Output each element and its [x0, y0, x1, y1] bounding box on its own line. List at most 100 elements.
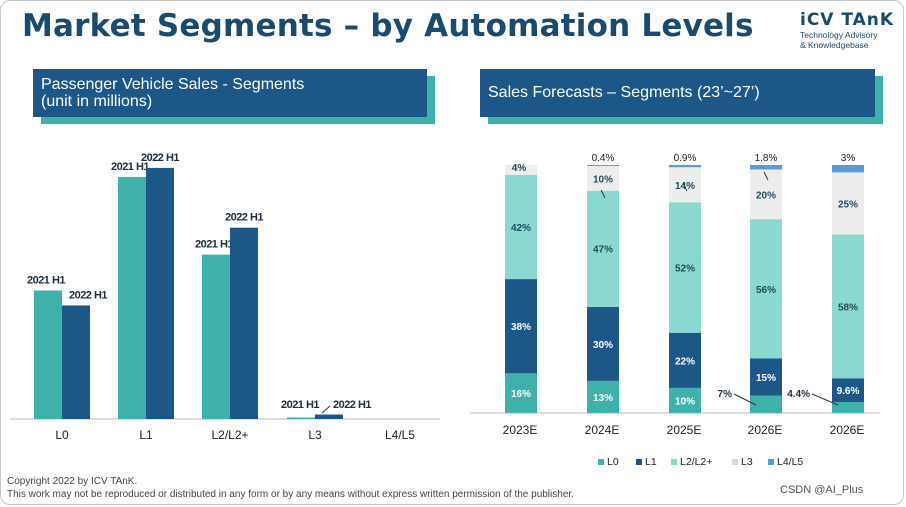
- stack-seg-3-l1: [750, 358, 782, 396]
- stack-label-3-0: 7%: [718, 389, 733, 400]
- legend-label-1: L1: [645, 456, 657, 468]
- left-bar-label-3-0: 2021 H1: [281, 399, 319, 411]
- stack-seg-3-l4l5: [750, 165, 782, 170]
- stack-seg-1-l1: [587, 306, 619, 381]
- left-label-leader: [321, 405, 331, 414]
- left-bar-label-3-1: 2022 H1: [333, 399, 371, 411]
- left-bar-1-1: [146, 167, 174, 419]
- stack-seg-4-l1: [832, 378, 864, 403]
- stack-label-2-2: 52%: [675, 264, 695, 275]
- stack-seg-4-l3: [832, 172, 864, 235]
- stack-label-3-2: 56%: [756, 285, 776, 296]
- stack-leader-4: [811, 393, 839, 406]
- stack-seg-3-l2l2: [750, 219, 782, 359]
- stack-label-4-0: 4.4%: [787, 389, 810, 400]
- legend-swatch-1: [636, 459, 642, 465]
- logo: iCV TAnK Technology Advisory & Knowledge…: [800, 10, 900, 50]
- left-bar-2-0: [202, 254, 230, 419]
- stack-label-0-1: 38%: [511, 322, 531, 333]
- watermark: CSDN @AI_Plus: [780, 484, 864, 496]
- right-category-label-2: 2025E: [667, 423, 702, 437]
- stack-label-4-3: 25%: [838, 199, 858, 210]
- stack-top-leader-2: [763, 171, 769, 181]
- stack-seg-2-l2l2: [669, 202, 701, 333]
- right-category-label-1: 2024E: [585, 423, 620, 437]
- left-bar-label-1-1: 2022 H1: [141, 152, 179, 164]
- left-chart-title: Passenger Vehicle Sales - Segments: [41, 76, 305, 93]
- stack-label-1-4: 0.4%: [592, 153, 615, 164]
- stack-seg-4-l2l2: [832, 234, 864, 379]
- left-chart-subtitle: (unit in millions): [41, 93, 153, 110]
- rights-notice: This work may not be reproduced or distr…: [7, 489, 574, 500]
- stack-seg-1-l2l2: [587, 190, 619, 307]
- stack-label-1-0: 13%: [593, 393, 613, 404]
- logo-tagline-1: Technology Advisory: [800, 30, 878, 40]
- left-bar-3-0: [287, 417, 315, 419]
- left-category-label-0: L0: [55, 428, 69, 442]
- legend-label-2: L2/L2+: [680, 456, 712, 468]
- copyright-text: Copyright 2022 by ICV TAnK.: [7, 476, 138, 487]
- left-bar-0-1: [62, 305, 90, 419]
- stack-label-4-2: 58%: [838, 302, 858, 313]
- stack-seg-0-l0: [505, 373, 537, 413]
- stack-seg-1-l4l5: [587, 165, 619, 166]
- legend-swatch-2: [671, 459, 677, 465]
- legend-label-4: L4/L5: [777, 456, 803, 468]
- stack-label-4-4: 3%: [841, 153, 856, 164]
- right-category-label-0: 2023E: [503, 423, 538, 437]
- stack-seg-0-l1: [505, 279, 537, 374]
- left-bar-label-1-0: 2021 H1: [111, 161, 149, 173]
- legend-swatch-3: [732, 459, 738, 465]
- stack-label-4-1: 9.6%: [837, 386, 860, 397]
- left-category-label-4: L4/L5: [385, 428, 415, 442]
- page-title: Market Segments – by Automation Levels: [22, 8, 754, 44]
- logo-name: iCV TAnK: [800, 10, 895, 30]
- stack-label-2-0: 10%: [675, 396, 695, 407]
- right-chart-title: Sales Forecasts – Segments (23’~27’): [488, 84, 760, 101]
- stack-label-3-1: 15%: [756, 373, 776, 384]
- stack-label-2-4: 0.9%: [674, 153, 697, 164]
- stack-label-1-2: 47%: [593, 245, 613, 256]
- stack-label-0-3: 4%: [512, 163, 527, 174]
- stack-seg-0-l2l2: [505, 174, 537, 280]
- stack-label-3-4: 1.8%: [755, 153, 778, 164]
- stack-seg-2-l3: [669, 167, 701, 203]
- stack-seg-4-l4l5: [832, 165, 864, 173]
- stack-seg-2-l4l5: [669, 165, 701, 168]
- stack-seg-2-l0: [669, 387, 701, 413]
- stack-label-1-1: 30%: [593, 340, 613, 351]
- left-bar-label-2-0: 2021 H1: [195, 239, 233, 251]
- left-category-label-1: L1: [139, 428, 153, 442]
- left-bar-2-1: [230, 227, 258, 419]
- stack-leader-3: [733, 393, 757, 406]
- stack-seg-3-l0: [750, 395, 782, 413]
- stack-label-1-3: 10%: [593, 174, 613, 185]
- stack-label-3-3: 20%: [756, 190, 776, 201]
- stack-seg-4-l0: [832, 402, 864, 413]
- stack-seg-0-l3: [505, 165, 537, 175]
- left-bar-label-0-0: 2021 H1: [27, 274, 65, 286]
- left-chart-banner: Passenger Vehicle Sales - Segments (unit…: [33, 69, 427, 117]
- stack-seg-3-l3: [750, 169, 782, 220]
- left-category-label-3: L3: [308, 428, 322, 442]
- logo-tagline-2: & Knowledgebase: [800, 40, 869, 50]
- stack-top-leader-1: [682, 182, 688, 192]
- stack-top-leader-0: [600, 189, 606, 199]
- stack-seg-1-l0: [587, 380, 619, 413]
- legend-label-3: L3: [741, 456, 753, 468]
- left-bar-label-2-1: 2022 H1: [225, 212, 263, 224]
- right-category-label-4: 2026E: [830, 423, 865, 437]
- legend-swatch-0: [598, 459, 604, 465]
- stack-label-0-0: 16%: [511, 389, 531, 400]
- stack-label-2-1: 22%: [675, 356, 695, 367]
- stack-seg-2-l1: [669, 332, 701, 388]
- left-bar-label-0-1: 2022 H1: [69, 289, 107, 301]
- left-bar-3-1: [315, 414, 343, 419]
- left-bar-0-0: [34, 290, 62, 419]
- legend-label-0: L0: [607, 456, 619, 468]
- right-chart-banner: Sales Forecasts – Segments (23’~27’): [480, 69, 875, 117]
- stack-seg-1-l3: [587, 165, 619, 191]
- left-category-label-2: L2/L2+: [211, 428, 248, 442]
